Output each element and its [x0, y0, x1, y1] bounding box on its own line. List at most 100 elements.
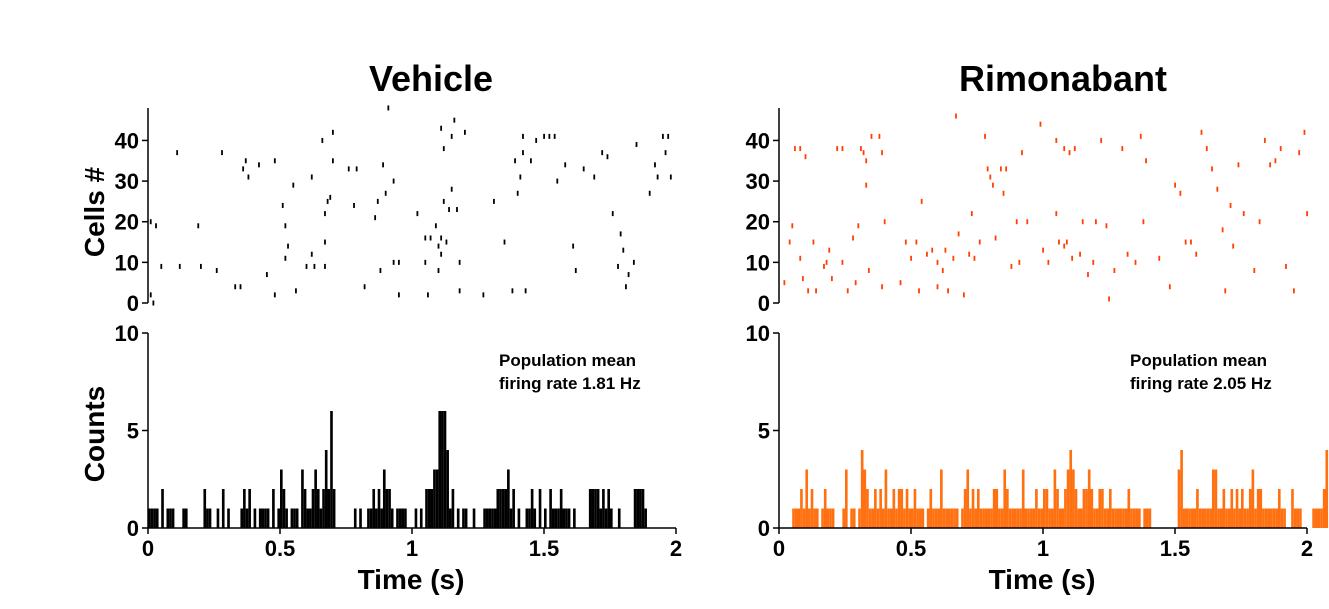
histogram-bar: [493, 508, 497, 528]
spike-mark: [321, 137, 324, 143]
spike-mark: [281, 202, 284, 208]
spike-mark: [1005, 166, 1008, 172]
rimonabant-annotation-line2: firing rate 2.05 Hz: [1130, 374, 1272, 393]
histogram-bar: [1103, 508, 1107, 528]
spike-mark: [952, 255, 955, 261]
histogram-bar: [150, 508, 154, 528]
spike-mark: [910, 255, 912, 261]
x-tick-label: 1: [1037, 536, 1049, 561]
histogram-bar: [1190, 508, 1194, 528]
histogram-bar: [1122, 508, 1125, 528]
histogram-bar: [153, 508, 156, 528]
spike-mark: [310, 174, 313, 180]
histogram-bar: [852, 508, 856, 528]
spike-mark: [931, 247, 934, 253]
spike-mark: [374, 215, 377, 221]
spike-mark: [1145, 158, 1147, 164]
histogram-bar: [491, 508, 494, 528]
spike-mark: [1021, 150, 1023, 156]
spike-mark: [434, 223, 437, 229]
spike-mark: [332, 129, 334, 135]
spike-mark: [548, 133, 551, 139]
spike-mark: [1263, 137, 1266, 143]
histogram-bar: [1008, 508, 1012, 528]
histogram-bar: [388, 489, 391, 528]
histogram-bar: [1072, 469, 1075, 528]
spike-mark: [247, 174, 250, 180]
spike-mark: [1015, 219, 1018, 225]
histogram-bar: [1259, 489, 1263, 528]
spike-mark: [440, 125, 443, 131]
histogram-bar: [1013, 508, 1017, 528]
spike-mark: [305, 263, 308, 269]
histogram-bar: [464, 508, 468, 528]
histogram-bar: [1214, 469, 1218, 528]
histogram-bar: [245, 508, 249, 528]
histogram-bar: [316, 489, 320, 528]
histogram-bar: [203, 489, 207, 528]
histogram-bar: [1251, 469, 1255, 528]
histogram-bar: [831, 508, 835, 528]
spike-mark: [947, 288, 949, 294]
spike-mark: [1121, 146, 1124, 152]
spike-mark: [324, 263, 326, 269]
spike-mark: [398, 259, 400, 265]
histogram-bar: [1270, 508, 1273, 528]
spike-mark: [332, 158, 334, 164]
vehicle-annotation-line1: Population mean: [499, 351, 636, 370]
histogram-bar: [950, 508, 954, 528]
histogram-bar: [1317, 508, 1321, 528]
spike-mark: [846, 288, 849, 294]
histogram-bar: [1130, 508, 1133, 528]
histogram-bar: [823, 489, 827, 528]
histogram-bar: [929, 489, 933, 528]
histogram-bar: [639, 489, 642, 528]
histogram-bar: [617, 508, 621, 528]
y-tick-label: 5: [127, 419, 139, 444]
histogram-bar: [911, 508, 914, 528]
histogram-bar: [538, 489, 542, 528]
histogram-bar: [829, 508, 832, 528]
spike-mark: [458, 288, 461, 294]
histogram-bar: [258, 508, 262, 528]
histogram-bar: [845, 469, 848, 528]
histogram-bar: [850, 508, 853, 528]
histogram-bar: [1185, 508, 1189, 528]
spike-mark: [572, 243, 575, 249]
spike-mark: [878, 133, 881, 139]
spike-mark: [1211, 166, 1213, 172]
spike-mark: [1134, 259, 1137, 265]
histogram-bar: [266, 508, 270, 528]
histogram-bar: [221, 489, 225, 528]
histogram-bar: [591, 489, 595, 528]
spike-mark: [936, 259, 939, 265]
histogram-bar: [496, 489, 500, 528]
spike-mark: [324, 239, 326, 245]
spike-mark: [347, 166, 350, 172]
spike-mark: [828, 247, 831, 253]
histogram-bar: [636, 489, 640, 528]
histogram-bar: [565, 508, 568, 528]
histogram-bar: [557, 508, 560, 528]
histogram-bar: [815, 508, 819, 528]
histogram-bar: [573, 508, 576, 528]
histogram-bar: [940, 469, 943, 528]
spike-mark: [1018, 259, 1021, 265]
histogram-bar: [549, 489, 552, 528]
histogram-bar: [974, 508, 977, 528]
histogram-bar: [1058, 508, 1062, 528]
spike-mark: [984, 133, 986, 139]
spike-mark: [1042, 247, 1044, 253]
x-tick-label: 0.5: [896, 536, 927, 561]
spike-mark: [424, 235, 427, 241]
histogram-bar: [216, 508, 220, 528]
spike-mark: [522, 133, 524, 139]
histogram-bar: [596, 489, 600, 528]
spike-mark: [978, 239, 981, 245]
spike-mark: [514, 158, 516, 164]
y-tick-label: 0: [758, 291, 770, 316]
histogram-bar: [311, 489, 315, 528]
spike-mark: [1200, 129, 1203, 135]
histogram-bar: [1248, 489, 1252, 528]
